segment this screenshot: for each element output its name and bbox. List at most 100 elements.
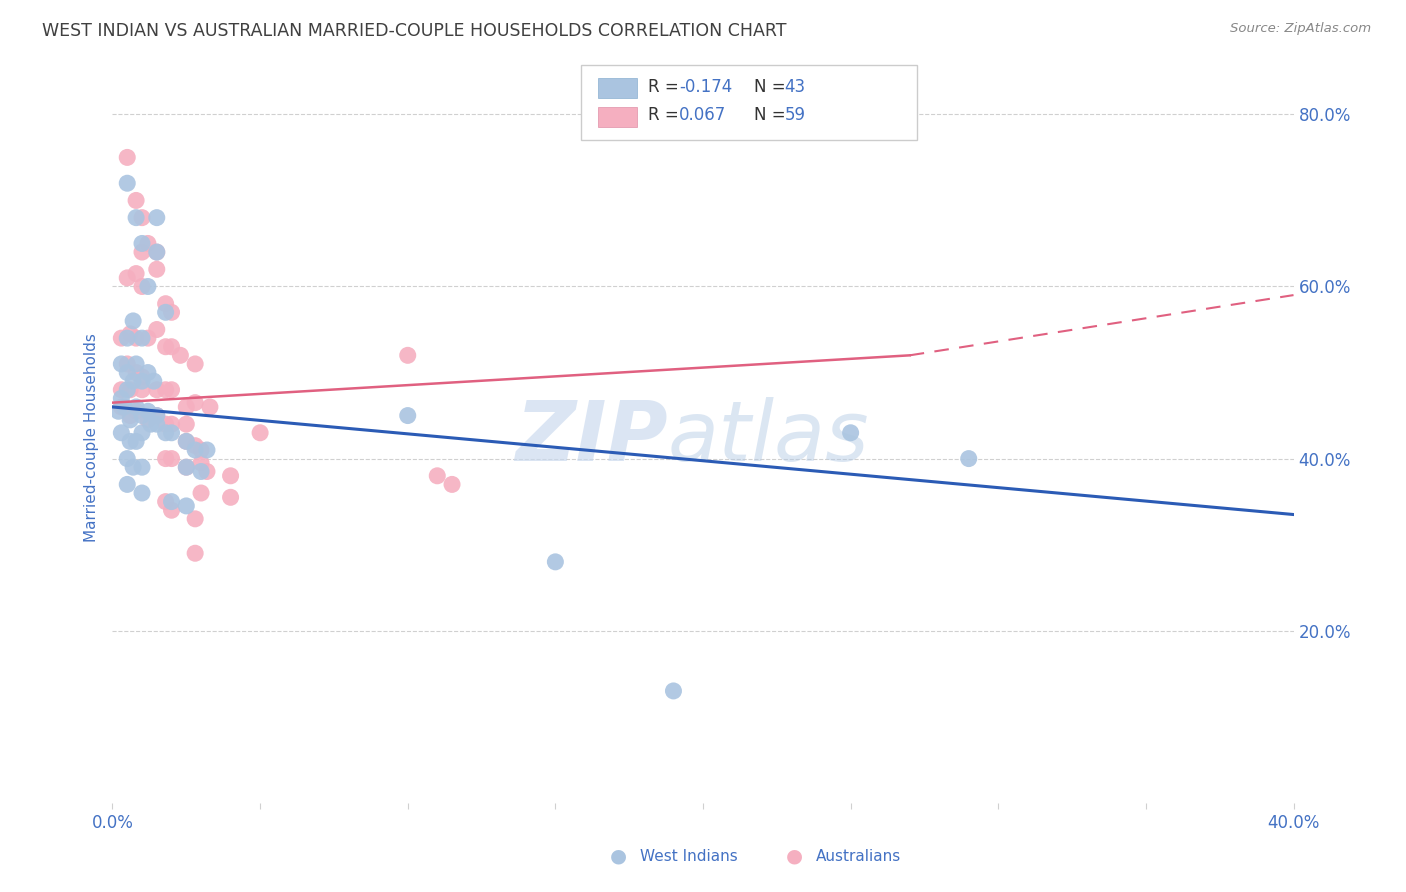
Point (136, 331, 159, 345)
Point (174, 460, 197, 475)
Point (160, 494, 183, 508)
Point (125, 267, 148, 281)
Point (184, 546, 207, 560)
Point (396, 409, 419, 423)
Y-axis label: Married-couple Households: Married-couple Households (84, 333, 100, 541)
Point (131, 236, 153, 251)
Point (131, 383, 153, 397)
Point (146, 322, 169, 336)
Point (155, 451, 177, 466)
Point (160, 305, 183, 319)
Point (146, 245, 169, 260)
Point (120, 383, 142, 397)
Point (117, 271, 138, 285)
Point (120, 326, 142, 341)
Point (146, 211, 169, 225)
Point (117, 366, 138, 380)
Point (174, 417, 197, 432)
Point (174, 400, 197, 414)
Point (174, 499, 197, 513)
Point (136, 279, 159, 293)
Point (125, 194, 148, 208)
Point (110, 331, 132, 345)
Text: N =: N = (754, 106, 790, 124)
Text: -0.174: -0.174 (679, 78, 733, 95)
Point (184, 395, 207, 409)
Text: R =: R = (648, 78, 685, 95)
Point (146, 409, 169, 423)
Point (155, 340, 177, 354)
Point (544, 555, 567, 569)
Point (249, 425, 271, 440)
Point (125, 366, 148, 380)
Point (160, 425, 183, 440)
Point (195, 442, 218, 457)
Point (190, 456, 212, 470)
Text: 59: 59 (785, 106, 806, 124)
Point (125, 404, 148, 418)
Point (136, 413, 159, 427)
Point (160, 340, 183, 354)
Point (125, 331, 148, 345)
Point (190, 442, 212, 457)
Point (110, 392, 132, 406)
Text: N =: N = (754, 78, 790, 95)
Point (117, 150, 138, 164)
Point (184, 439, 207, 453)
Point (125, 357, 148, 371)
Point (117, 357, 138, 371)
Point (112, 400, 135, 414)
Point (174, 434, 197, 449)
Point (131, 460, 153, 475)
Point (131, 369, 153, 384)
Point (190, 486, 212, 500)
Point (120, 413, 142, 427)
Point (426, 468, 449, 483)
Point (131, 211, 153, 225)
Point (131, 425, 153, 440)
Text: Australians: Australians (815, 849, 901, 863)
Point (131, 279, 153, 293)
Point (117, 451, 138, 466)
Point (155, 305, 177, 319)
Point (122, 460, 145, 475)
Point (169, 348, 191, 362)
Point (198, 400, 221, 414)
Point (146, 409, 169, 423)
Point (136, 366, 159, 380)
Point (117, 331, 138, 345)
Point (195, 465, 218, 479)
Point (117, 477, 138, 491)
Point (184, 512, 207, 526)
Text: ZIP: ZIP (515, 397, 668, 477)
Point (155, 425, 177, 440)
Point (160, 383, 183, 397)
Point (110, 383, 132, 397)
Text: 43: 43 (785, 78, 806, 95)
Point (957, 451, 980, 466)
Point (160, 503, 183, 517)
Text: ●: ● (786, 847, 803, 866)
Point (131, 409, 153, 423)
Point (662, 684, 685, 698)
Text: 0.067: 0.067 (679, 106, 727, 124)
Point (155, 494, 177, 508)
Point (184, 442, 207, 457)
Point (110, 425, 132, 440)
Point (117, 176, 138, 190)
Point (131, 374, 153, 388)
Point (174, 434, 197, 449)
Point (125, 434, 148, 449)
Point (120, 434, 142, 449)
Point (396, 348, 419, 362)
Text: WEST INDIAN VS AUSTRALIAN MARRIED-COUPLE HOUSEHOLDS CORRELATION CHART: WEST INDIAN VS AUSTRALIAN MARRIED-COUPLE… (42, 22, 787, 40)
Point (155, 296, 177, 310)
Point (125, 400, 148, 414)
Point (146, 262, 169, 277)
Text: West Indians: West Indians (640, 849, 738, 863)
Point (174, 460, 197, 475)
Text: atlas: atlas (668, 397, 869, 477)
Point (136, 404, 159, 418)
Point (131, 331, 153, 345)
Point (142, 374, 165, 388)
